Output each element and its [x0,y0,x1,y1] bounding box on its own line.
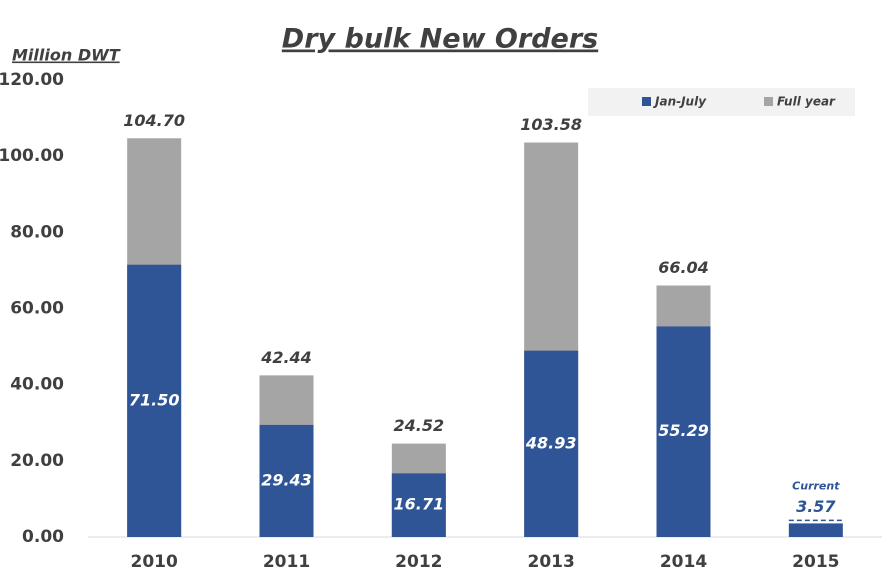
x-tick-label: 2010 [131,552,178,572]
legend-box [588,88,855,116]
data-label: 42.44 [260,348,312,367]
y-tick-label: 0.00 [22,527,64,547]
data-label: 66.04 [658,258,709,277]
y-tick-label: 120.00 [0,70,64,90]
x-tick-label: 2013 [528,552,575,572]
y-tick-label: 40.00 [10,375,64,395]
legend-label: Full year [777,95,836,109]
bar [259,424,314,537]
x-tick-label: 2011 [263,552,310,572]
x-tick-label: 2014 [660,552,707,572]
data-label: 29.43 [261,470,312,489]
y-tick-label: 20.00 [10,451,64,471]
chart-title: Dry bulk New Orders [282,24,598,55]
data-label: 55.29 [658,421,709,440]
x-tick-label: 2012 [395,552,442,572]
x-tick-label: 2015 [792,552,839,572]
bar [656,326,711,537]
data-label: 48.93 [525,433,577,452]
y-tick-label: 100.00 [0,146,64,166]
bar [524,350,579,537]
legend-marker [642,97,651,106]
y-tick-label: 60.00 [10,299,64,319]
data-label: 71.50 [129,390,180,409]
data-label: 24.52 [394,416,445,435]
bar [391,473,446,537]
legend-marker [764,97,773,106]
data-label: 16.71 [394,495,445,514]
data-label: 3.57 [796,497,836,516]
y-axis-label: Million DWT [12,46,121,65]
data-label: 104.70 [123,111,185,130]
annotation: Current [792,479,840,492]
data-label: 103.58 [520,115,582,134]
y-tick-label: 80.00 [10,222,64,242]
bar [127,264,182,537]
bar [788,523,843,537]
legend-label: Jan-July [653,95,707,109]
